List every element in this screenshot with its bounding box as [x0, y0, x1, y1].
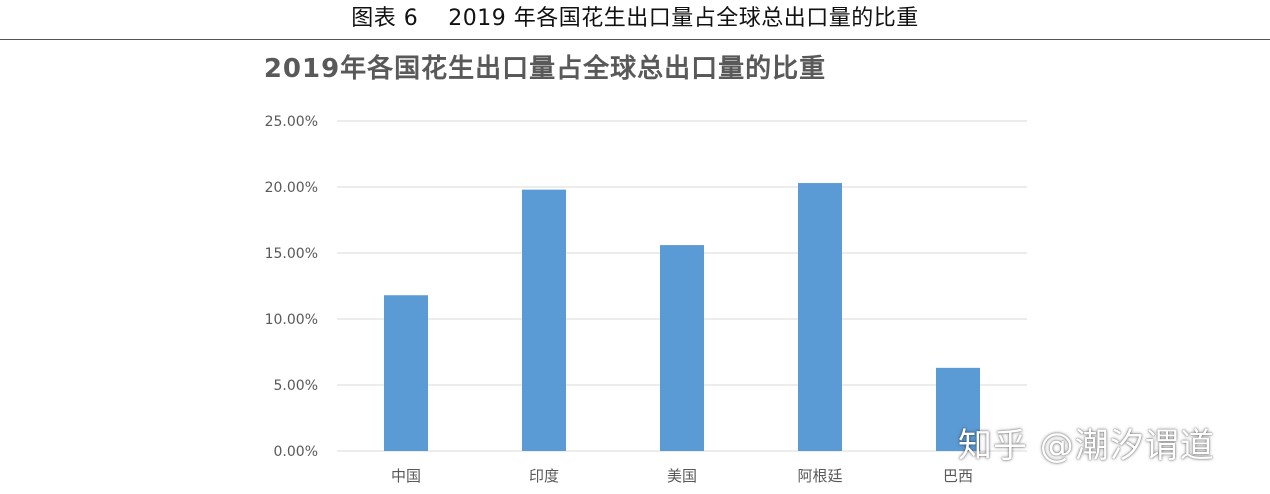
bar-4: [798, 183, 842, 452]
y-tick-label: 10.00%: [265, 312, 318, 328]
figure-caption: 图表 6 2019 年各国花生出口量占全球总出口量的比重: [351, 6, 919, 31]
bar-2: [522, 189, 566, 451]
y-tick-label: 15.00%: [265, 246, 318, 262]
x-axis-labels: 中国 印度 美国 阿根廷 巴西: [391, 467, 973, 485]
y-tick-label: 20.00%: [265, 180, 318, 196]
x-category-label: 中国: [391, 467, 421, 485]
bars: [384, 183, 980, 452]
bar-3: [660, 245, 704, 451]
bar-1: [384, 295, 428, 451]
y-tick-label: 0.00%: [274, 444, 318, 460]
x-category-label: 美国: [667, 467, 697, 485]
x-category-label: 巴西: [943, 467, 973, 485]
y-axis-ticks: 0.00% 5.00% 10.00% 15.00% 20.00% 25.00%: [265, 114, 318, 460]
caption-divider: [0, 39, 1270, 40]
chart-title: 2019年各国花生出口量占全球总出口量的比重: [263, 54, 827, 84]
y-tick-label: 5.00%: [274, 378, 318, 394]
x-category-label: 阿根廷: [797, 467, 842, 485]
x-category-label: 印度: [529, 467, 559, 485]
watermark: 知乎 @潮汐谓道: [958, 426, 1215, 466]
bar-5: [936, 367, 980, 451]
y-tick-label: 25.00%: [265, 114, 318, 130]
